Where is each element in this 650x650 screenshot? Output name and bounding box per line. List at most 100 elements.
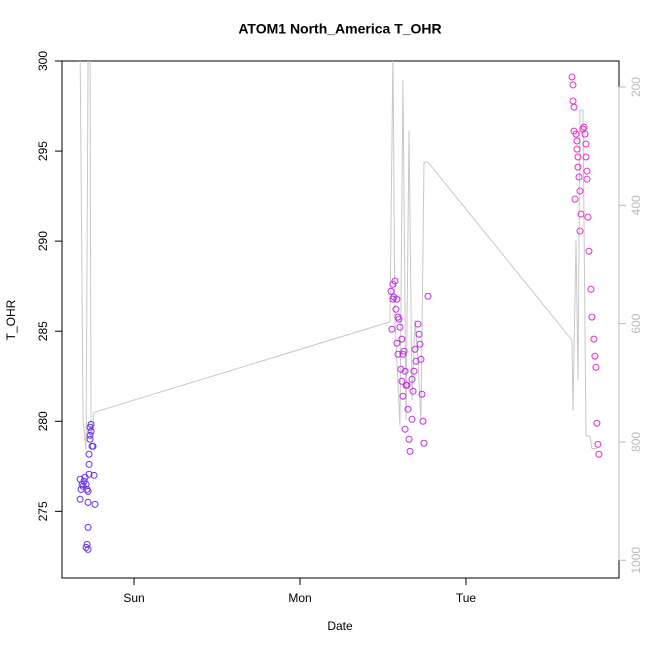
- point: [86, 431, 94, 439]
- point: [583, 175, 591, 183]
- y-tick-label: 290: [36, 231, 50, 251]
- x-tick-label: Mon: [288, 591, 311, 605]
- point: [588, 313, 596, 321]
- point: [587, 285, 595, 293]
- point: [574, 153, 582, 161]
- point: [415, 330, 423, 338]
- point: [414, 320, 422, 328]
- point: [83, 540, 91, 548]
- point: [571, 195, 579, 203]
- point: [583, 167, 591, 175]
- point: [416, 340, 424, 348]
- point: [584, 213, 592, 221]
- point: [87, 427, 95, 435]
- point: [574, 163, 582, 171]
- point: [399, 350, 407, 358]
- point: [76, 495, 84, 503]
- point: [89, 442, 97, 450]
- point: [84, 498, 92, 506]
- point: [90, 471, 98, 479]
- point: [577, 210, 585, 218]
- point: [582, 153, 590, 161]
- point: [393, 295, 401, 303]
- point: [391, 277, 399, 285]
- point: [408, 375, 416, 383]
- point: [405, 435, 413, 443]
- point: [399, 392, 407, 400]
- point: [593, 419, 601, 427]
- point: [401, 425, 409, 433]
- point: [594, 440, 602, 448]
- point: [401, 367, 409, 375]
- point: [410, 367, 418, 375]
- point: [568, 73, 576, 81]
- point: [395, 315, 403, 323]
- y-axis-label: T_OHR: [4, 299, 18, 340]
- point: [595, 450, 603, 458]
- point: [388, 325, 396, 333]
- x-axis-label: Date: [327, 619, 353, 633]
- point: [84, 487, 92, 495]
- point: [418, 390, 426, 398]
- point: [398, 377, 406, 385]
- point: [582, 140, 590, 148]
- point: [420, 439, 428, 447]
- point: [394, 350, 402, 358]
- y2-tick-label: 600: [629, 313, 643, 333]
- point: [404, 405, 412, 413]
- point: [85, 460, 93, 468]
- point: [82, 543, 90, 551]
- point: [592, 363, 600, 371]
- point: [85, 450, 93, 458]
- point: [573, 137, 581, 145]
- point: [417, 355, 425, 363]
- point: [86, 423, 94, 431]
- point: [91, 500, 99, 508]
- y2-tick-label: 1000: [629, 547, 643, 574]
- point: [398, 335, 406, 343]
- point: [387, 287, 395, 295]
- point: [396, 323, 404, 331]
- point: [575, 173, 583, 181]
- point: [411, 345, 419, 353]
- point: [392, 305, 400, 313]
- point: [591, 352, 599, 360]
- point: [576, 187, 584, 195]
- x-tick-label: Tue: [456, 591, 477, 605]
- y-tick-label: 300: [36, 51, 50, 71]
- point: [572, 130, 580, 138]
- point: [573, 145, 581, 153]
- y-tick-label: 285: [36, 321, 50, 341]
- y2-tick-label: 400: [629, 195, 643, 215]
- point: [85, 470, 93, 478]
- point: [576, 227, 584, 235]
- point: [84, 523, 92, 531]
- point: [87, 420, 95, 428]
- y-tick-label: 295: [36, 141, 50, 161]
- point: [389, 295, 397, 303]
- point: [424, 292, 432, 300]
- plot-area: [76, 61, 603, 553]
- point: [402, 381, 410, 389]
- y-tick-label: 275: [36, 501, 50, 521]
- x-tick-label: Sun: [123, 591, 144, 605]
- y-tick-label: 280: [36, 411, 50, 431]
- point: [408, 415, 416, 423]
- point: [579, 125, 587, 133]
- y2-tick-label: 200: [629, 77, 643, 97]
- point: [406, 447, 414, 455]
- y2-tick-label: 800: [629, 432, 643, 452]
- point: [82, 480, 90, 488]
- point: [393, 339, 401, 347]
- point: [419, 417, 427, 425]
- point: [585, 247, 593, 255]
- point: [590, 335, 598, 343]
- point: [86, 435, 94, 443]
- chart-title: ATOM1 North_America T_OHR: [238, 21, 441, 37]
- point: [409, 387, 417, 395]
- point: [569, 81, 577, 89]
- point: [84, 545, 92, 553]
- point: [400, 347, 408, 355]
